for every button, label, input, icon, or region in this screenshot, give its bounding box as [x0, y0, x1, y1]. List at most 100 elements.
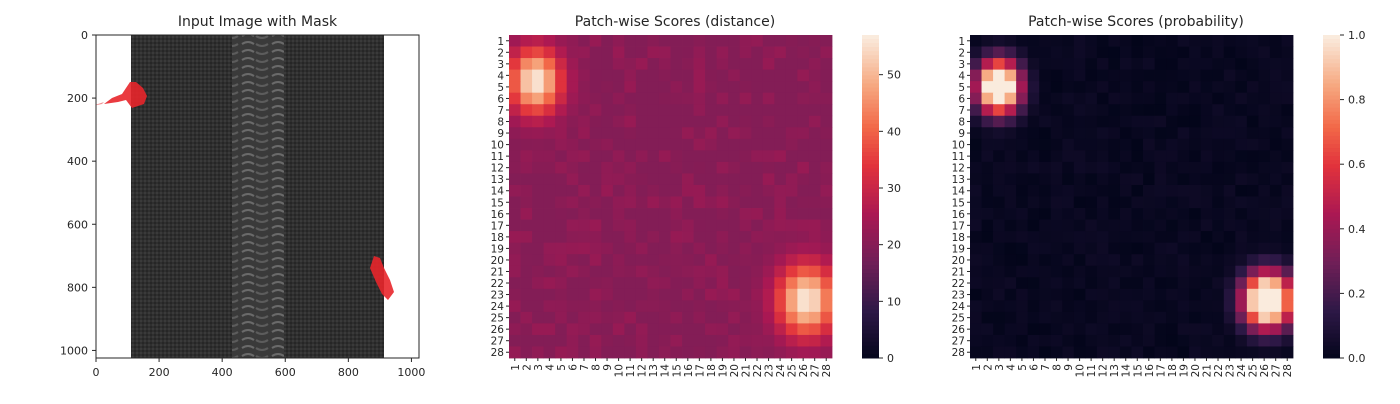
- distance-heatmap-cell: [543, 265, 556, 278]
- distance-heatmap-cell: [762, 208, 775, 220]
- distance-heatmap-cell: [820, 58, 833, 71]
- probability-heatmap-cell: [1004, 265, 1017, 278]
- distance-heatmap-cell: [555, 346, 568, 359]
- probability-heatmap-cell: [1166, 346, 1179, 359]
- probability-heatmap-y-tick-label: 8: [958, 117, 965, 129]
- distance-heatmap-cell: [635, 208, 648, 220]
- distance-heatmap-colorbar-segment: [862, 131, 879, 137]
- distance-heatmap-cell: [566, 254, 579, 267]
- probability-heatmap-cell: [1096, 161, 1109, 174]
- probability-heatmap-x-tick-label: 24: [1236, 364, 1248, 378]
- probability-heatmap-cell: [1039, 92, 1052, 105]
- distance-heatmap-cell: [785, 288, 798, 301]
- probability-heatmap-cell: [1258, 277, 1271, 290]
- probability-heatmap-cell: [1027, 81, 1040, 94]
- distance-heatmap-cell: [624, 138, 637, 151]
- probability-heatmap-colorbar-segment: [1323, 349, 1340, 355]
- probability-heatmap-colorbar-segment: [1323, 75, 1340, 80]
- distance-heatmap-y-tick-label: 24: [491, 301, 505, 313]
- distance-heatmap-cell: [624, 346, 637, 359]
- probability-heatmap-colorbar-segment: [1323, 192, 1340, 197]
- distance-heatmap-x-tick-label: 16: [683, 364, 695, 378]
- probability-heatmap-cell: [1108, 219, 1121, 232]
- distance-heatmap-cell: [578, 161, 591, 174]
- distance-heatmap-cell: [728, 323, 741, 336]
- probability-heatmap-cell: [1189, 254, 1202, 267]
- probability-heatmap-colorbar-segment: [1323, 139, 1340, 145]
- probability-heatmap-cell: [1212, 46, 1225, 59]
- probability-heatmap-cell: [1235, 300, 1248, 313]
- probability-heatmap-cell: [981, 311, 994, 324]
- probability-heatmap-cell: [1246, 334, 1259, 347]
- probability-heatmap-x-tick-label: 25: [1248, 364, 1260, 377]
- probability-heatmap-cell: [1269, 184, 1282, 197]
- probability-heatmap-cell: [1223, 138, 1236, 151]
- distance-heatmap-cell: [705, 288, 718, 301]
- distance-heatmap-cell: [543, 300, 556, 313]
- probability-heatmap-x-tick-label: 5: [1017, 364, 1029, 371]
- distance-heatmap-cell: [658, 92, 671, 105]
- probability-heatmap-cell: [1143, 219, 1155, 232]
- probability-heatmap-cell: [1039, 334, 1052, 347]
- distance-heatmap-cell: [635, 196, 648, 209]
- distance-heatmap-x-tick-label: 19: [717, 364, 729, 377]
- probability-heatmap-colorbar-tick-label: 0.2: [1348, 287, 1366, 300]
- probability-heatmap-cell: [981, 265, 994, 278]
- distance-heatmap-x-tick-label: 11: [625, 364, 637, 377]
- distance-heatmap-cell: [635, 58, 648, 71]
- distance-heatmap-cell: [820, 127, 833, 140]
- distance-heatmap-cell: [601, 208, 614, 220]
- distance-heatmap-cell: [751, 46, 764, 59]
- distance-heatmap-cell: [555, 196, 568, 209]
- probability-heatmap-cell: [1223, 150, 1236, 163]
- probability-heatmap-cell: [1166, 173, 1179, 186]
- probability-heatmap-cell: [1258, 231, 1271, 244]
- probability-heatmap-cell: [1108, 196, 1121, 209]
- probability-heatmap-cell: [1073, 104, 1086, 117]
- distance-heatmap-cell: [808, 242, 821, 255]
- distance-heatmap-cell: [509, 161, 521, 174]
- probability-heatmap-cell: [1143, 81, 1155, 94]
- probability-heatmap-cell: [1269, 334, 1282, 347]
- distance-heatmap-cell: [520, 231, 533, 244]
- probability-heatmap-cell: [1108, 265, 1121, 278]
- probability-heatmap-cell: [1004, 334, 1017, 347]
- distance-heatmap-cell: [762, 311, 775, 324]
- distance-heatmap-cell: [728, 277, 741, 290]
- probability-heatmap-colorbar-segment: [1323, 345, 1340, 351]
- probability-heatmap-cell: [981, 58, 994, 71]
- distance-heatmap-cell: [682, 311, 694, 324]
- probability-heatmap-x-tick-label: 17: [1155, 364, 1167, 377]
- probability-heatmap-cell: [1143, 92, 1155, 105]
- distance-heatmap-cell: [566, 288, 579, 301]
- distance-heatmap-cell: [808, 231, 821, 244]
- probability-heatmap-cell: [1154, 115, 1167, 128]
- probability-heatmap-cell: [1281, 208, 1294, 220]
- distance-heatmap-cell: [624, 231, 637, 244]
- probability-heatmap-cell: [1200, 35, 1213, 47]
- probability-heatmap-cell: [1166, 254, 1179, 267]
- probability-heatmap-cell: [1131, 69, 1144, 82]
- probability-heatmap-cell: [993, 127, 1006, 140]
- distance-heatmap-y-tick-label: 16: [491, 209, 505, 221]
- probability-heatmap-cell: [1119, 311, 1132, 324]
- distance-heatmap-colorbar-segment: [862, 47, 879, 52]
- distance-heatmap-colorbar-segment: [862, 305, 879, 311]
- probability-heatmap-cell: [1166, 242, 1179, 255]
- probability-heatmap-cell: [1258, 46, 1271, 59]
- distance-heatmap-cell: [543, 81, 556, 94]
- probability-heatmap-cell: [1016, 58, 1029, 71]
- distance-heatmap-cell: [589, 334, 602, 347]
- distance-heatmap-cell: [520, 334, 533, 347]
- distance-heatmap-x-tick-label: 22: [752, 364, 764, 377]
- probability-heatmap-cell: [1016, 208, 1029, 220]
- distance-heatmap-y-tick-label: 4: [497, 70, 504, 82]
- distance-heatmap-cell: [797, 35, 810, 47]
- distance-heatmap-cell: [543, 231, 556, 244]
- probability-heatmap-cell: [1281, 69, 1294, 82]
- probability-heatmap-cell: [1085, 311, 1098, 324]
- distance-heatmap-cell: [624, 161, 637, 174]
- distance-heatmap-cell: [520, 288, 533, 301]
- distance-heatmap-cell: [647, 219, 660, 232]
- probability-heatmap-cell: [1131, 277, 1144, 290]
